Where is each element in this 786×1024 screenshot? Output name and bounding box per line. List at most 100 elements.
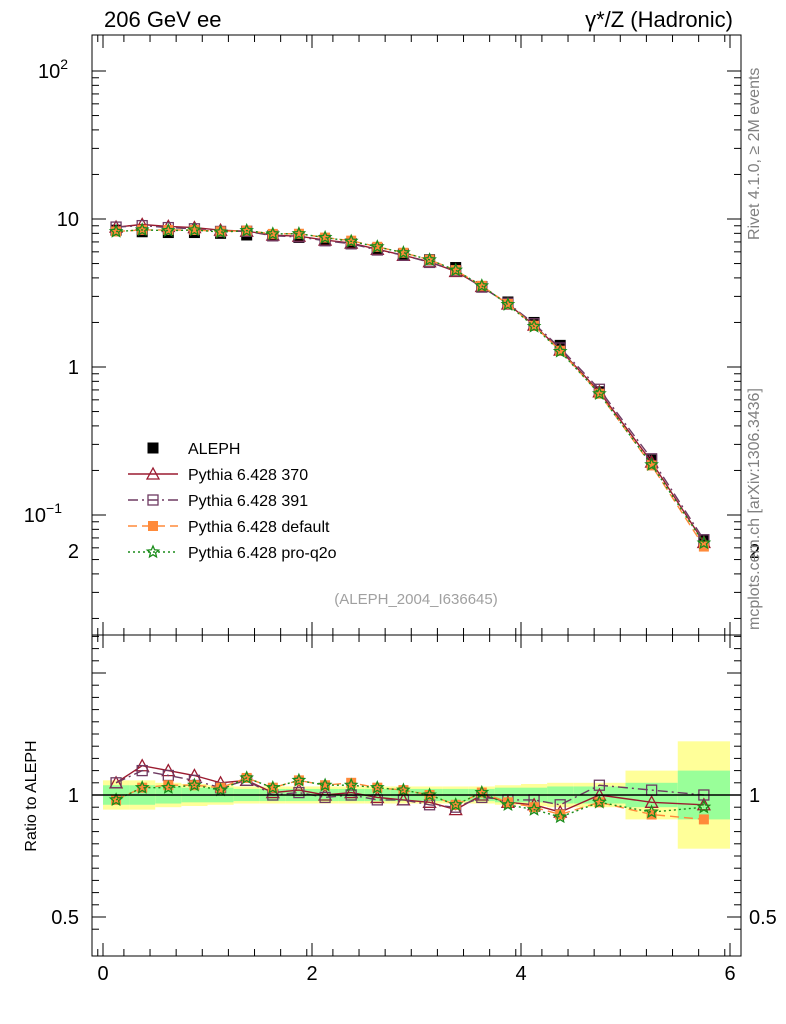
data-point-pythia-6-428-pro-q2o xyxy=(552,343,568,358)
legend: ALEPH Pythia 6.428 370 Pythia 6.428 391 Pyt… xyxy=(128,441,337,562)
ratio-point-pythia-6-428-default xyxy=(111,794,122,805)
ratio-line-pythia-6-428-pro-q2o xyxy=(115,777,704,818)
data-point-pythia-6-428-pro-q2o xyxy=(500,296,516,311)
ratio-y-tick-label-right: 0.5 xyxy=(749,907,777,929)
x-tick-label: 2 xyxy=(306,963,317,985)
ratio-line-pythia-6-428-370 xyxy=(115,764,704,813)
ratio-point-pythia-6-428-default xyxy=(698,814,709,825)
ratio-point-pythia-6-428-pro-q2o xyxy=(422,787,437,802)
ratio-point-pythia-6-428-default xyxy=(529,802,540,813)
ratio-point-pythia-6-428-pro-q2o xyxy=(552,809,568,824)
data-point-pythia-6-428-pro-q2o xyxy=(239,222,254,237)
ratio-point-pythia-6-428-default xyxy=(163,780,174,791)
ratio-point-pythia-6-428-pro-q2o xyxy=(396,782,411,797)
legend-marker-pythia-6-428-370 xyxy=(145,466,161,480)
data-point-pythia-6-428-default xyxy=(163,225,174,236)
ratio-point-pythia-6-428-391 xyxy=(136,764,148,777)
ratio-point-pythia-6-428-default xyxy=(555,809,566,820)
ratio-point-pythia-6-428-default xyxy=(320,780,331,791)
ratio-point-pythia-6-428-pro-q2o xyxy=(369,780,385,794)
ratio-point-pythia-6-428-default xyxy=(346,777,357,788)
ratio-point-pythia-6-428-pro-q2o xyxy=(213,782,228,797)
ratio-point-pythia-6-428-pro-q2o xyxy=(187,777,202,792)
data-point-pythia-6-428-pro-q2o xyxy=(422,252,437,267)
data-point-pythia-6-428-default xyxy=(320,232,331,243)
ratio-point-pythia-6-428-default xyxy=(267,782,278,793)
legend-label-pythia-6-428-default: Pythia 6.428 default xyxy=(188,519,330,536)
data-point-pythia-6-428-pro-q2o xyxy=(474,278,490,293)
ratio-y-label: Ratio to ALEPH xyxy=(23,740,40,851)
ratio-point-pythia-6-428-pro-q2o xyxy=(592,794,607,809)
data-point-pythia-6-428-default xyxy=(111,226,122,237)
data-point-pythia-6-428-default xyxy=(189,225,200,236)
ratio-point-pythia-6-428-pro-q2o xyxy=(343,777,359,792)
data-point-pythia-6-428-default xyxy=(267,228,278,239)
data-point-pythia-6-428-pro-q2o xyxy=(291,225,307,241)
legend-label-pythia-6-428-391: Pythia 6.428 391 xyxy=(188,493,308,510)
legend-label-pythia-6-428-pro-q2o: Pythia 6.428 pro-q2o xyxy=(188,545,337,562)
legend-label-pythia-6-428-370: Pythia 6.428 370 xyxy=(188,467,308,484)
x-tick-label: 6 xyxy=(724,963,735,985)
ratio-point-pythia-6-428-391 xyxy=(319,791,331,804)
data-point-pythia-6-428-pro-q2o xyxy=(187,222,202,237)
ratio-line-pythia-6-428-391 xyxy=(115,769,704,808)
ratio-point-pythia-6-428-pro-q2o xyxy=(291,772,307,787)
ratio-point-pythia-6-428-default xyxy=(594,797,605,808)
ratio-point-pythia-6-428-370 xyxy=(422,794,437,808)
ratio-y-tick-label: 1 xyxy=(68,785,79,807)
ratio-point-pythia-6-428-391 xyxy=(593,779,606,791)
ratio-point-pythia-6-428-pro-q2o xyxy=(644,804,659,819)
data-point-pythia-6-428-default xyxy=(215,226,226,237)
data-point-pythia-6-428-pro-q2o xyxy=(644,456,659,472)
data-point-pythia-6-428-default xyxy=(646,460,657,471)
legend-marker-pythia-6-428-default xyxy=(148,521,158,531)
ratio-point-pythia-6-428-pro-q2o xyxy=(500,797,516,811)
data-point-pythia-6-428-pro-q2o xyxy=(592,385,607,401)
ratio-point-pythia-6-428-pro-q2o xyxy=(317,777,333,792)
data-point-pythia-6-428-pro-q2o xyxy=(369,239,385,254)
ratio-point-pythia-6-428-pro-q2o xyxy=(160,780,176,794)
data-point-pythia-6-428-pro-q2o xyxy=(265,226,281,241)
axes-ticks: 0 2 4 6 10−1 1 10 102 0.5 0.5 1 1 2 2 xyxy=(24,35,777,985)
ratio-y-tick-label-right: 1 xyxy=(749,785,760,807)
ratio-point-pythia-6-428-370 xyxy=(344,785,359,799)
legend-marker-aleph xyxy=(147,442,159,454)
ratio-point-pythia-6-428-pro-q2o xyxy=(108,792,124,807)
ratio-point-pythia-6-428-pro-q2o xyxy=(265,780,281,794)
ratio-y-tick-label: 2 xyxy=(68,541,79,563)
side-label-bottom: mcplots.cern.ch [arXiv:1306.3436] xyxy=(746,388,763,630)
data-point-pythia-6-428-pro-q2o xyxy=(213,224,228,239)
ratio-point-pythia-6-428-pro-q2o xyxy=(134,780,150,794)
ratio-y-tick-label-right: 2 xyxy=(749,541,760,563)
data-point-pythia-6-428-default xyxy=(398,247,409,258)
data-point-pythia-6-428-pro-q2o xyxy=(448,262,464,277)
ratio-point-pythia-6-428-default xyxy=(137,782,148,793)
analysis-label: (ALEPH_2004_I636645) xyxy=(334,591,497,608)
data-point-pythia-6-428-pro-q2o xyxy=(343,233,359,248)
title-left: 206 GeV ee xyxy=(104,7,221,32)
x-tick-label: 0 xyxy=(97,963,108,985)
data-point-pythia-6-428-pro-q2o xyxy=(134,222,150,237)
series-line-pythia-6-428-pro-q2o xyxy=(116,229,705,544)
legend-label-aleph: ALEPH xyxy=(188,441,240,458)
y-tick-label: 10−1 xyxy=(24,500,62,527)
side-label-top: Rivet 4.1.0, ≥ 2M events xyxy=(746,67,763,240)
series-line-pythia-6-428-default xyxy=(116,229,705,547)
data-point-pythia-6-428-default xyxy=(293,228,304,239)
ratio-point-pythia-6-428-370 xyxy=(370,790,385,804)
legend-marker-pythia-6-428-pro-q2o xyxy=(145,544,161,559)
data-point-pythia-6-428-pro-q2o xyxy=(108,223,124,238)
title-right: γ*/Z (Hadronic) xyxy=(585,7,733,32)
data-point-pythia-6-428-pro-q2o xyxy=(160,222,176,237)
main-series xyxy=(108,217,712,552)
ratio-series xyxy=(108,758,712,825)
data-point-pythia-6-428-default xyxy=(372,241,383,252)
ratio-point-pythia-6-428-391 xyxy=(110,777,122,789)
legend-marker-pythia-6-428-391 xyxy=(147,494,159,506)
y-tick-label: 102 xyxy=(38,56,68,83)
ratio-point-pythia-6-428-391 xyxy=(293,786,305,799)
ratio-point-pythia-6-428-pro-q2o xyxy=(526,801,542,816)
data-point-pythia-6-428-pro-q2o xyxy=(526,318,542,333)
ratio-point-pythia-6-428-pro-q2o xyxy=(239,770,254,785)
